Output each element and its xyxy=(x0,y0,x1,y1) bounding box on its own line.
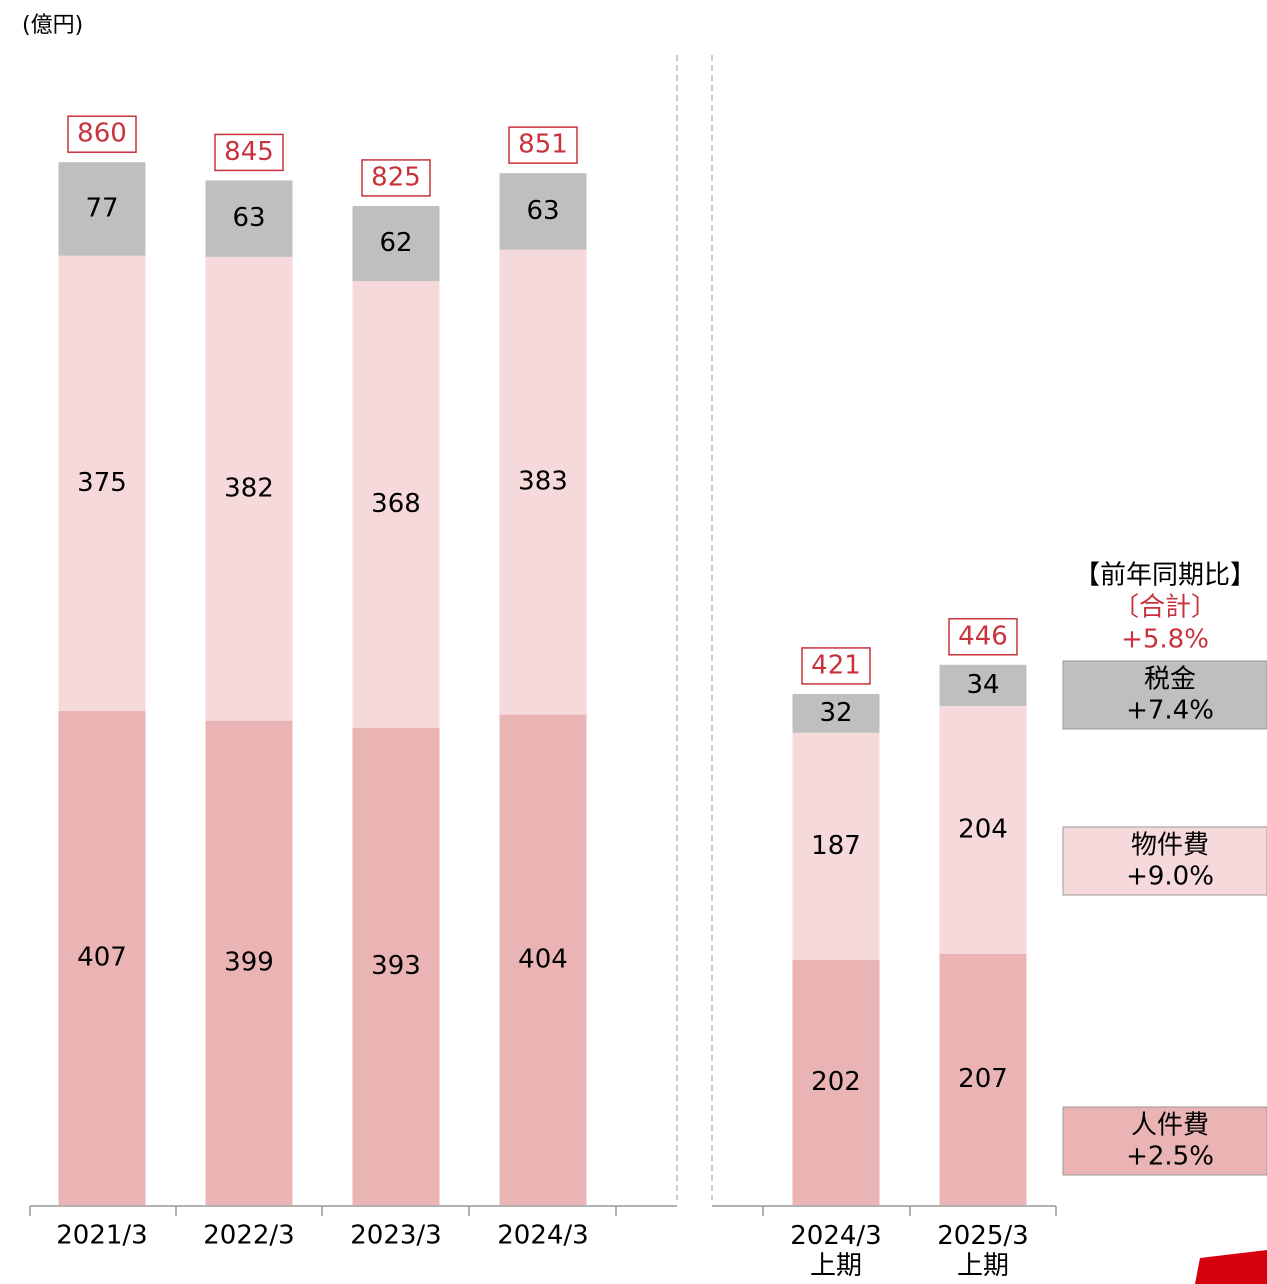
total-box xyxy=(361,159,431,197)
segment-label: 63 xyxy=(526,196,559,226)
total-box xyxy=(67,115,137,153)
segment-label: 399 xyxy=(224,947,274,977)
bar-segment xyxy=(58,162,146,256)
bar-segment xyxy=(792,693,880,733)
segment-label: 77 xyxy=(85,193,118,223)
bar-segment xyxy=(792,732,880,960)
segment-label: 207 xyxy=(958,1064,1008,1094)
legend-change: +2.5% xyxy=(1126,1142,1214,1172)
bar-segment xyxy=(792,959,880,1205)
segment-label: 375 xyxy=(77,468,127,498)
legend-change: +9.0% xyxy=(1126,862,1214,892)
total-label: 825 xyxy=(371,162,421,192)
bar-segment xyxy=(352,281,440,728)
segment-label: 32 xyxy=(819,698,852,728)
bar-segment xyxy=(352,205,440,282)
axis-ticks xyxy=(29,1206,1057,1216)
segment-label: 62 xyxy=(379,228,412,258)
x-tick-label: 2022/3 xyxy=(203,1221,294,1251)
bar-segment xyxy=(58,255,146,711)
legend-change: +7.4% xyxy=(1126,696,1214,726)
bar-segment xyxy=(499,714,587,1205)
total-label: 446 xyxy=(958,621,1008,651)
legend-box xyxy=(1062,1106,1267,1176)
bar-segment xyxy=(205,180,293,257)
bar-segment xyxy=(499,173,587,250)
unit-label: (億円) xyxy=(22,13,83,38)
x-tick-label: 2025/3 上期 xyxy=(937,1221,1028,1281)
logo-corner xyxy=(1195,1250,1267,1284)
total-box xyxy=(948,618,1018,656)
x-tick-label: 2021/3 xyxy=(56,1221,147,1251)
total-label: 860 xyxy=(77,119,127,149)
total-label: 851 xyxy=(518,130,568,160)
segment-label: 187 xyxy=(811,831,861,861)
bar-segment xyxy=(205,720,293,1205)
segment-label: 204 xyxy=(958,814,1008,844)
segment-label: 383 xyxy=(518,467,568,497)
bar-segment xyxy=(939,706,1027,954)
segment-label: 202 xyxy=(811,1067,861,1097)
segment-label: 404 xyxy=(518,944,568,974)
bar-segment xyxy=(499,249,587,715)
bar-segment xyxy=(58,710,146,1205)
total-box xyxy=(801,647,871,685)
legend-name: 物件費 xyxy=(1131,831,1209,861)
segment-label: 407 xyxy=(77,942,127,972)
segment-label: 368 xyxy=(371,489,421,519)
total-box xyxy=(508,126,578,164)
x-tick-label: 2023/3 xyxy=(350,1221,441,1251)
total-label: 〔合計〕 xyxy=(1113,593,1217,623)
segment-label: 34 xyxy=(966,670,999,700)
legend-name: 人件費 xyxy=(1131,1111,1209,1141)
total-label: 421 xyxy=(811,650,861,680)
total-change: +5.8% xyxy=(1121,625,1209,655)
total-label: 845 xyxy=(224,137,274,167)
bar-segment xyxy=(205,256,293,721)
comparison-title: 【前年同期比】 xyxy=(1074,561,1256,591)
bar-segment xyxy=(939,953,1027,1205)
segment-label: 63 xyxy=(232,203,265,233)
x-tick-label: 2024/3 xyxy=(497,1221,588,1251)
bar-segment xyxy=(939,664,1027,707)
segment-label: 393 xyxy=(371,951,421,981)
legend-name: 税金 xyxy=(1144,665,1196,695)
bar-segment xyxy=(352,727,440,1205)
legend-box xyxy=(1062,826,1267,896)
x-tick-label: 2024/3 上期 xyxy=(790,1221,881,1281)
segment-label: 382 xyxy=(224,473,274,503)
total-box xyxy=(214,133,284,172)
legend-box xyxy=(1062,660,1267,730)
